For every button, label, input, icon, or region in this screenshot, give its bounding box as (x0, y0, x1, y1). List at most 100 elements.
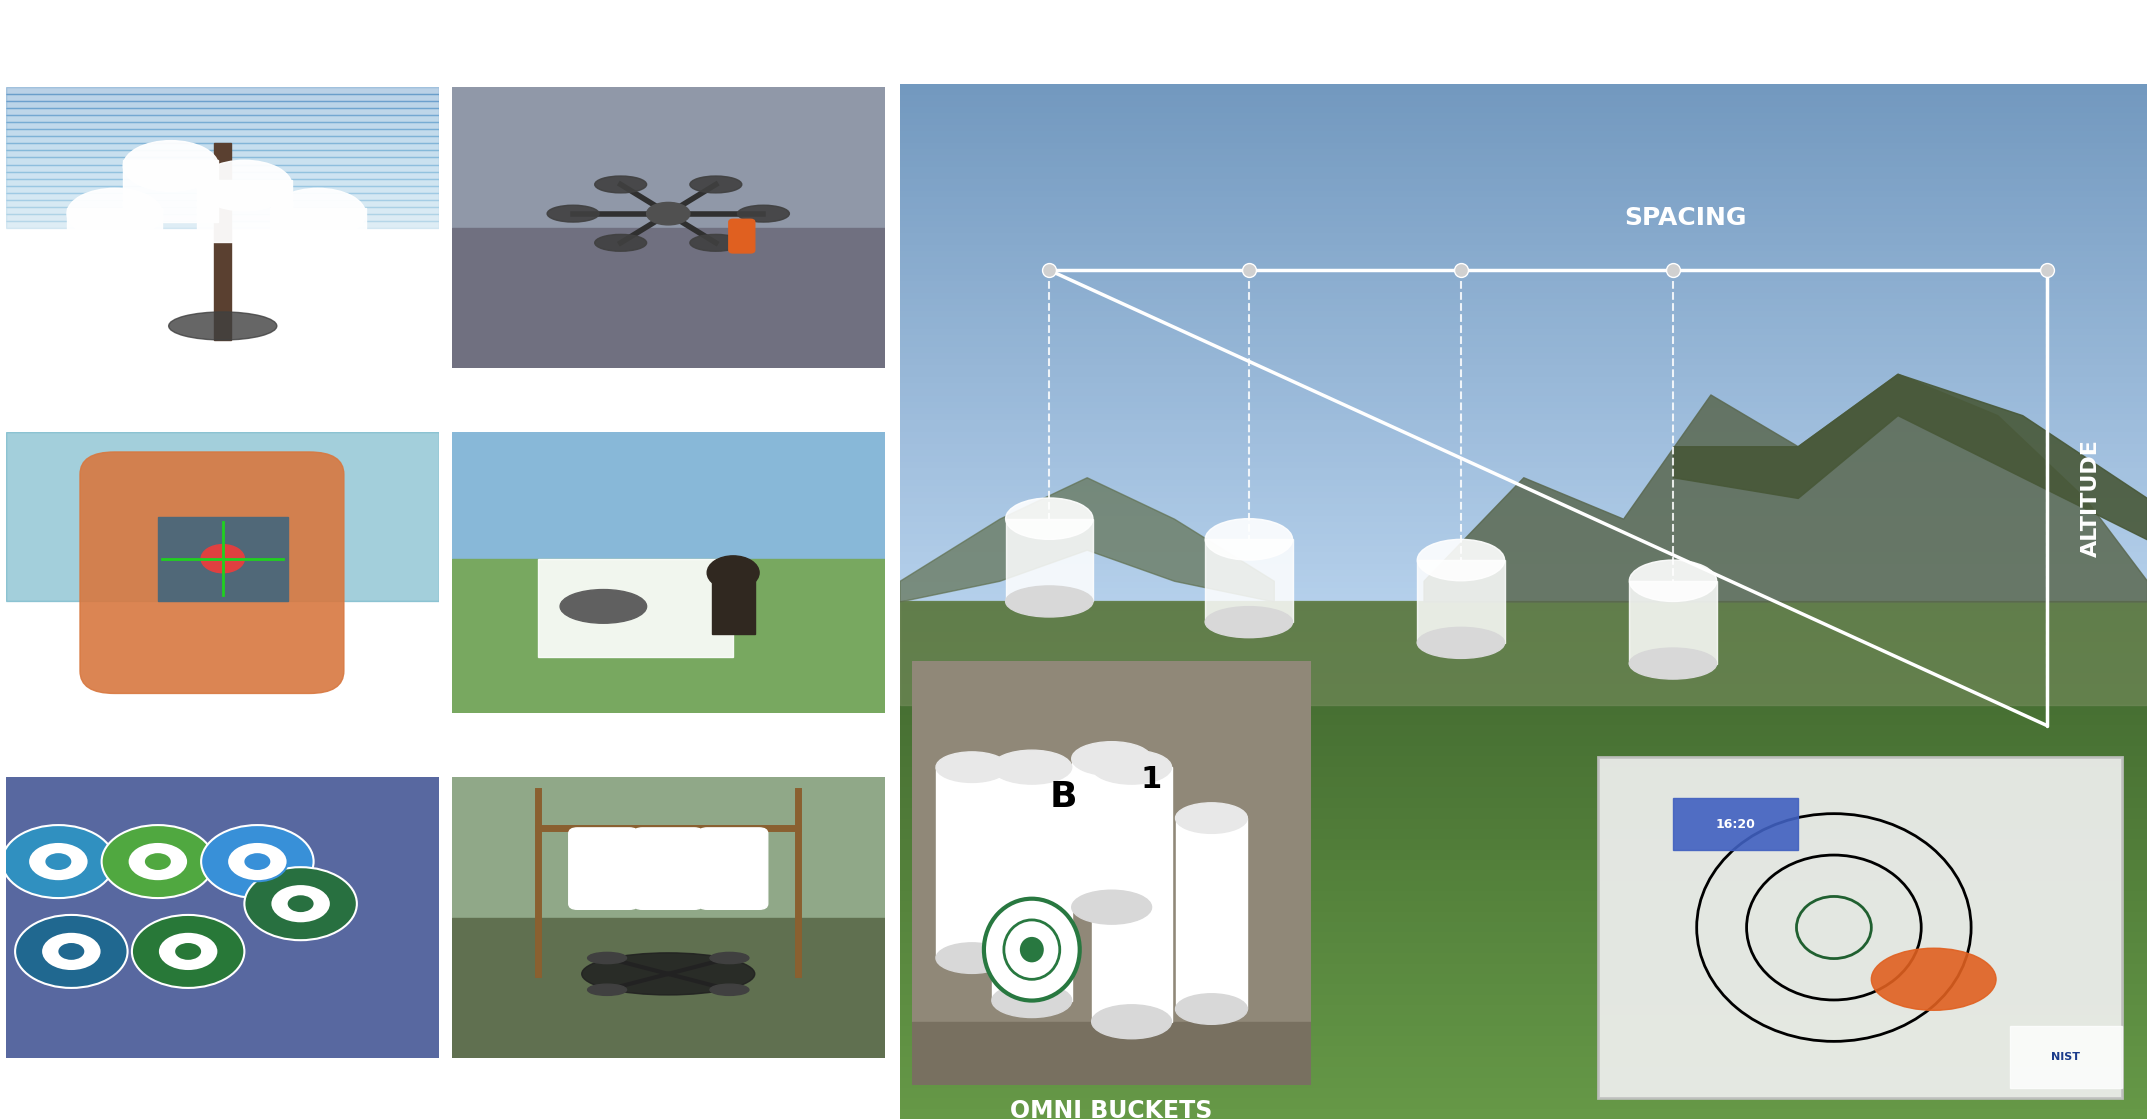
Ellipse shape (560, 590, 646, 623)
Ellipse shape (1204, 606, 1292, 638)
Circle shape (1020, 937, 1043, 962)
Ellipse shape (588, 984, 627, 996)
Circle shape (101, 825, 215, 899)
Bar (6, 186, 438, 192)
Circle shape (271, 884, 331, 923)
Bar (198, 180, 292, 242)
Ellipse shape (1177, 994, 1247, 1024)
Ellipse shape (711, 952, 749, 963)
Bar (6, 220, 438, 227)
Ellipse shape (1417, 539, 1505, 581)
Ellipse shape (595, 234, 646, 252)
Circle shape (245, 867, 356, 940)
Text: B: B (1050, 780, 1078, 814)
FancyBboxPatch shape (633, 828, 702, 910)
Ellipse shape (992, 750, 1071, 784)
Circle shape (983, 899, 1080, 1000)
Circle shape (2, 825, 114, 899)
Ellipse shape (1071, 891, 1151, 924)
Bar (6, 130, 438, 137)
Ellipse shape (198, 160, 292, 210)
Text: INTERFACES: INTERFACES (142, 730, 303, 754)
Circle shape (228, 841, 288, 882)
Bar (6, 150, 438, 158)
Bar (1673, 798, 1797, 850)
Bar (6, 164, 438, 171)
Text: NIST: NIST (2050, 1052, 2080, 1062)
Bar (6, 214, 438, 220)
Ellipse shape (1630, 560, 1718, 602)
Bar (6, 143, 438, 150)
Ellipse shape (1091, 1005, 1172, 1038)
Text: SCALABLE TEST LANES  (ALTITUDE = SPACING): SCALABLE TEST LANES (ALTITUDE = SPACING) (1086, 26, 1960, 58)
Ellipse shape (936, 943, 1007, 974)
Bar (6, 171, 438, 179)
Ellipse shape (67, 188, 163, 239)
Ellipse shape (1177, 802, 1247, 834)
Ellipse shape (1872, 948, 1997, 1010)
Bar (6, 94, 438, 102)
Circle shape (706, 556, 760, 590)
Ellipse shape (936, 752, 1007, 782)
Circle shape (131, 915, 245, 988)
Circle shape (15, 915, 127, 988)
Bar (451, 87, 885, 227)
Bar (992, 768, 1071, 1000)
Ellipse shape (1091, 750, 1172, 784)
FancyBboxPatch shape (698, 828, 769, 910)
Text: PROCEDURES: PROCEDURES (580, 730, 758, 754)
Bar (1091, 768, 1172, 1022)
Bar (711, 573, 756, 634)
Bar (1005, 519, 1093, 602)
Circle shape (245, 853, 271, 869)
Bar (451, 227, 885, 368)
FancyBboxPatch shape (728, 219, 756, 253)
Text: MEASURE & COMPARE: MEASURE & COMPARE (238, 26, 653, 58)
Bar (451, 432, 885, 558)
Circle shape (58, 943, 84, 960)
Circle shape (127, 841, 189, 882)
Bar (215, 143, 232, 340)
Bar (122, 160, 219, 222)
Circle shape (144, 853, 172, 869)
Ellipse shape (1005, 586, 1093, 617)
Ellipse shape (689, 176, 743, 192)
Bar (6, 109, 438, 115)
Ellipse shape (1630, 648, 1718, 679)
Circle shape (288, 895, 313, 912)
Bar (159, 517, 288, 601)
Circle shape (1005, 920, 1061, 979)
Bar (1071, 759, 1151, 908)
Circle shape (159, 932, 219, 971)
Text: SENSORS: SENSORS (161, 1075, 286, 1099)
Ellipse shape (1071, 742, 1151, 775)
Ellipse shape (202, 545, 245, 573)
Bar (900, 602, 2147, 705)
Ellipse shape (992, 984, 1071, 1017)
Ellipse shape (547, 205, 599, 222)
Bar (6, 158, 438, 164)
Ellipse shape (1204, 518, 1292, 560)
FancyBboxPatch shape (569, 828, 638, 910)
FancyBboxPatch shape (79, 452, 344, 694)
Text: 1: 1 (1140, 765, 1162, 794)
Ellipse shape (595, 176, 646, 192)
Bar (912, 1022, 1312, 1085)
Ellipse shape (689, 234, 743, 252)
Bar (67, 208, 163, 270)
FancyBboxPatch shape (1597, 756, 2121, 1099)
Bar (6, 87, 438, 94)
Bar (1204, 539, 1292, 622)
Ellipse shape (736, 205, 790, 222)
Bar (1177, 818, 1247, 1009)
Circle shape (45, 853, 71, 869)
Bar (451, 778, 885, 918)
Bar (1417, 560, 1505, 642)
Ellipse shape (588, 952, 627, 963)
Bar (6, 102, 438, 109)
Ellipse shape (170, 312, 277, 340)
Text: LARGE SYSTEMS: LARGE SYSTEMS (558, 385, 777, 408)
Bar (1630, 581, 1718, 664)
Bar (6, 207, 438, 214)
Bar (6, 432, 438, 601)
